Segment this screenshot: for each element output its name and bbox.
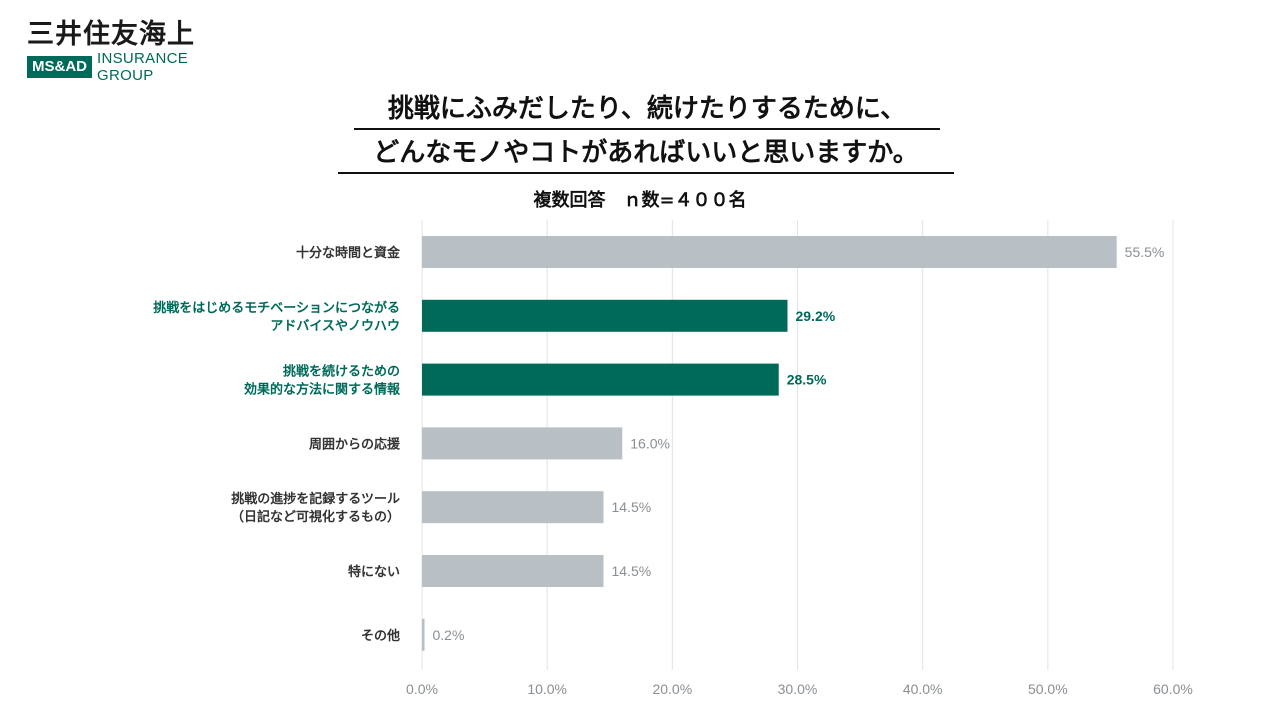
company-name-jp: 三井住友海上: [27, 19, 195, 50]
category-label: 周囲からの応援: [309, 436, 401, 452]
category-label: 挑戦を続けるための効果的な方法に関する情報: [244, 364, 401, 398]
category-label-line: その他: [361, 628, 400, 644]
bar: [422, 618, 425, 651]
data-label: 55.5%: [1125, 244, 1165, 260]
bar: [422, 299, 788, 332]
bar: [422, 363, 779, 396]
x-tick-label: 0.0%: [406, 681, 438, 697]
bar: [422, 491, 604, 524]
category-label: 十分な時間と資金: [296, 245, 401, 261]
x-tick-label: 60.0%: [1153, 681, 1193, 697]
category-label-line: （日記など可視化するもの）: [231, 509, 400, 525]
data-label: 0.2%: [433, 627, 465, 643]
category-label-line: 挑戦の進捗を記録するツール: [231, 491, 400, 507]
category-label-line: 挑戦をはじめるモチベーションにつながる: [153, 300, 400, 316]
category-label: 挑戦をはじめるモチベーションにつながるアドバイスやノウハウ: [153, 300, 400, 334]
company-logo: 三井住友海上 MS&AD INSURANCE GROUP: [27, 18, 247, 84]
chart-subtitle: 複数回答 ｎ数=４００名: [533, 190, 747, 211]
brand-badge: MS&AD: [27, 56, 92, 78]
chart-title-line1: 挑戦にふみだしたり、続けたりするために、: [354, 90, 940, 130]
category-label-line: 特にない: [348, 564, 400, 580]
category-label: 特にない: [348, 564, 400, 580]
data-label: 14.5%: [611, 563, 651, 579]
x-tick-label: 30.0%: [778, 681, 818, 697]
group-name: INSURANCE GROUP: [97, 50, 189, 84]
x-tick-label: 20.0%: [652, 681, 692, 697]
bar: [422, 427, 623, 460]
category-label-line: 挑戦を続けるための: [283, 364, 400, 380]
x-tick-label: 50.0%: [1028, 681, 1068, 697]
x-tick-label: 40.0%: [903, 681, 943, 697]
chart-title-line2: どんなモノやコトがあればいいと思いますか。: [338, 134, 954, 174]
data-label: 28.5%: [787, 372, 827, 388]
category-label-line: 効果的な方法に関する情報: [244, 382, 401, 398]
bar: [422, 555, 604, 587]
category-label-line: 周囲からの応援: [309, 436, 401, 452]
bar: [422, 236, 1117, 268]
x-tick-label: 10.0%: [527, 681, 567, 697]
data-label: 14.5%: [611, 499, 651, 515]
data-label: 29.2%: [795, 308, 835, 324]
category-label-line: 十分な時間と資金: [296, 245, 401, 261]
data-label: 16.0%: [630, 435, 670, 451]
group-mark: MS&AD INSURANCE GROUP: [27, 50, 247, 84]
category-label: その他: [361, 628, 400, 644]
category-label-line: アドバイスやノウハウ: [270, 319, 400, 334]
category-label: 挑戦の進捗を記録するツール （日記など可視化するもの）: [231, 491, 400, 525]
